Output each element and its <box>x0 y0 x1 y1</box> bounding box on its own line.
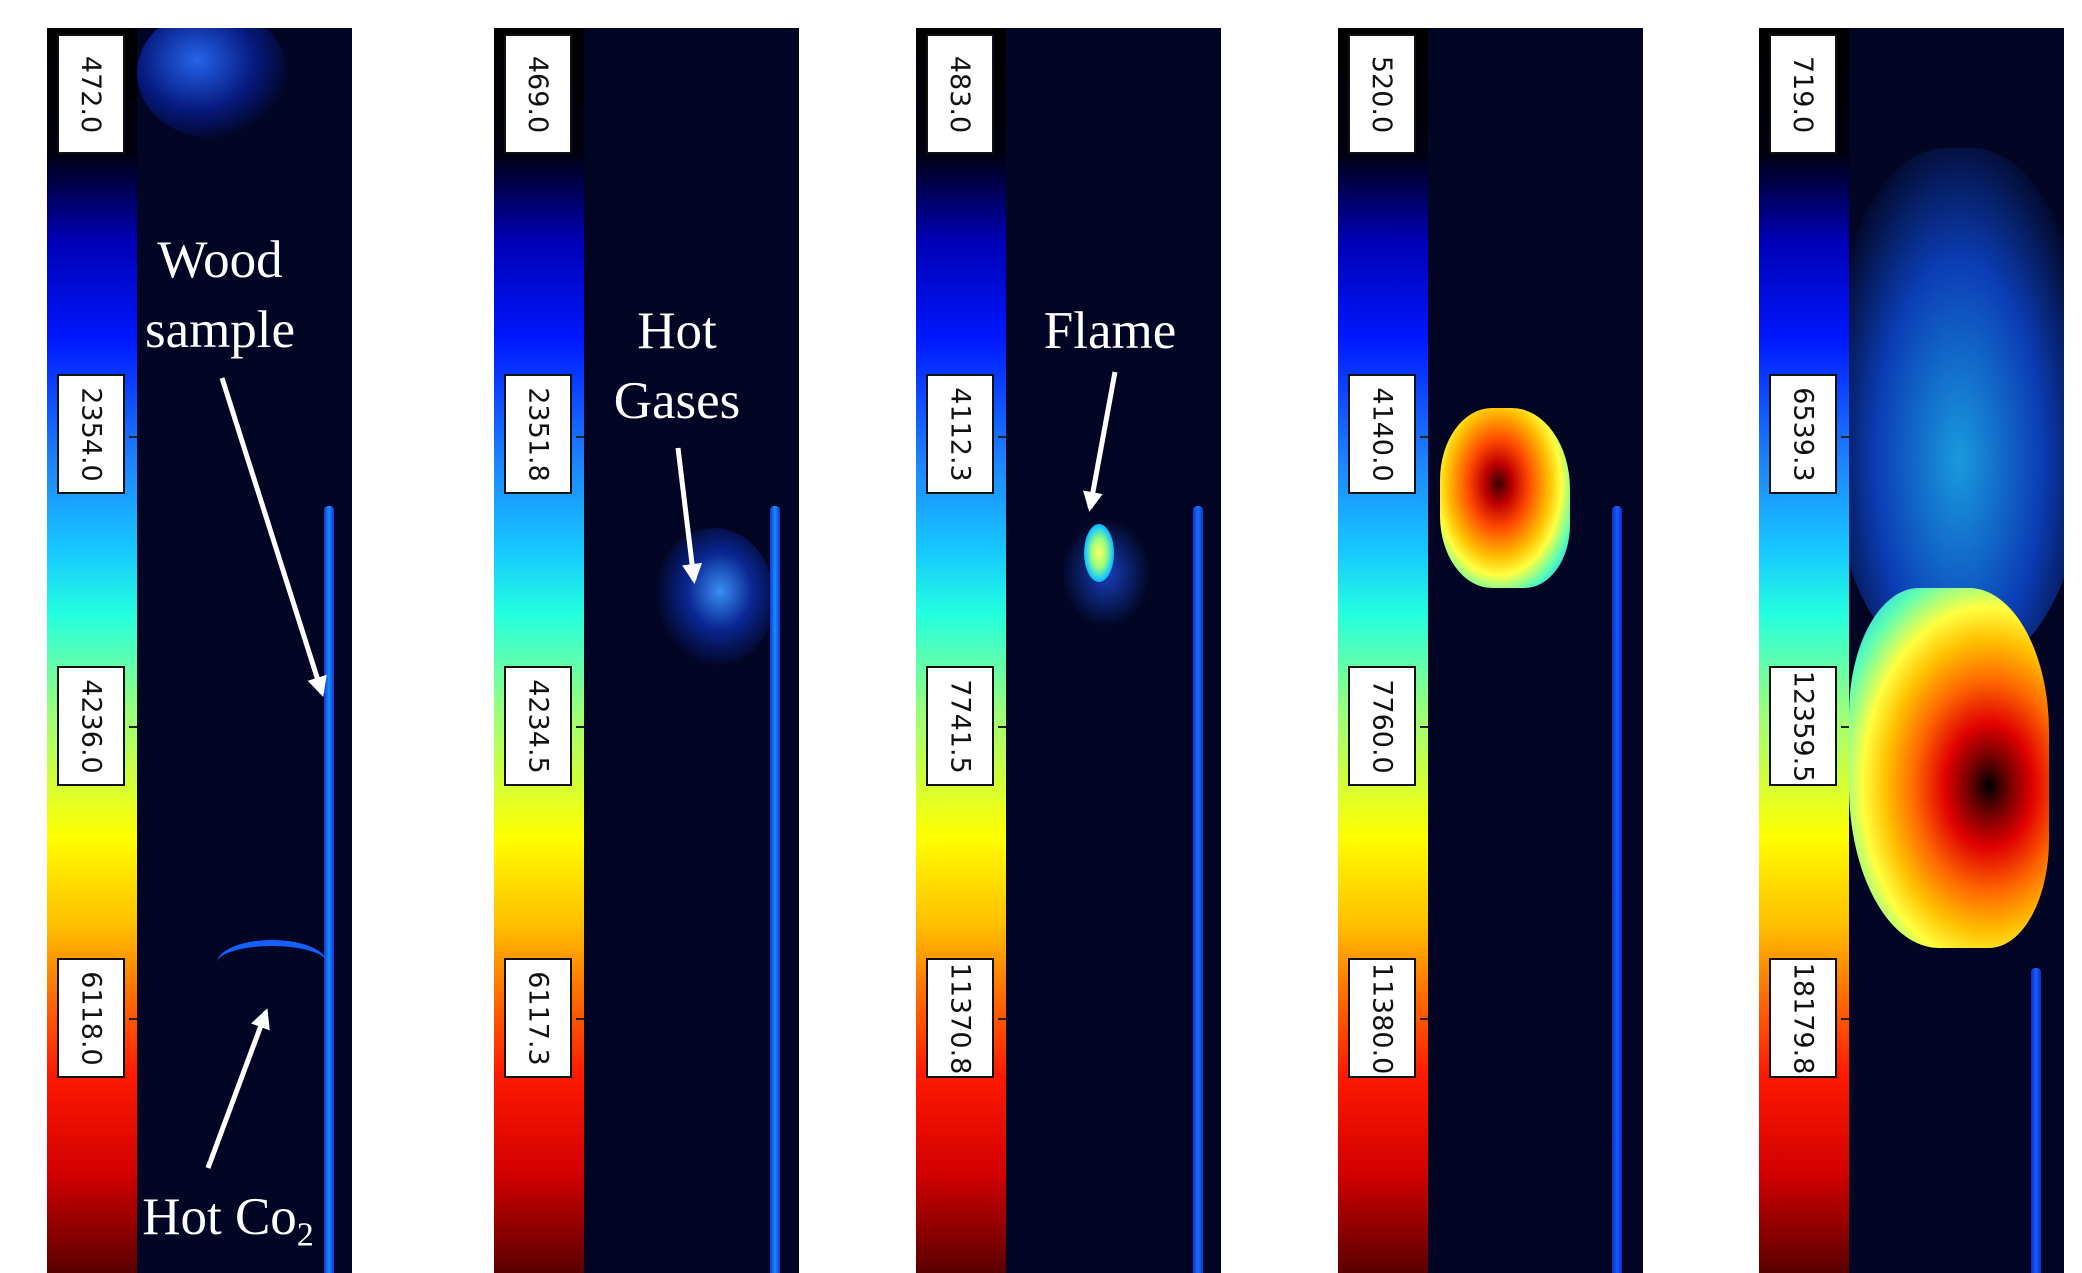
colorbar-tick <box>129 436 139 438</box>
colorbar-label: 472.0 <box>57 34 125 154</box>
colorbar-label: 719.0 <box>1769 34 1837 154</box>
wood-sample-label: Wood sample <box>144 231 296 359</box>
colorbar-tick <box>576 1018 586 1020</box>
thermal-image <box>137 28 352 1273</box>
thermal-panel-1: 472.0 2354.0 4236.0 6118.0 <box>47 28 352 1273</box>
flame <box>1440 408 1570 588</box>
colorbar-tick <box>1420 436 1430 438</box>
colorbar <box>1338 28 1428 1273</box>
thermal-panel-5: 719.0 6539.3 12359.5 18179.8 <box>1759 28 2064 1273</box>
hot-gases-label: Hot Gases <box>613 302 741 430</box>
colorbar-label: 469.0 <box>504 34 572 154</box>
colorbar-tick <box>1841 1018 1851 1020</box>
colorbar <box>494 28 584 1273</box>
colorbar-label: 520.0 <box>1348 34 1416 154</box>
colorbar-label: 483.0 <box>926 34 994 154</box>
colorbar-label: 2354.0 <box>57 374 125 494</box>
colorbar-label: 6117.3 <box>504 958 572 1078</box>
thermal-panel-4: 520.0 4140.0 7760.0 11380.0 <box>1338 28 1643 1273</box>
colorbar-tick <box>998 436 1008 438</box>
hot-plume <box>137 28 287 138</box>
wood-sample <box>1612 506 1622 1273</box>
colorbar <box>47 28 137 1273</box>
thermal-image <box>1428 28 1643 1273</box>
colorbar <box>1759 28 1849 1273</box>
colorbar-tick <box>576 726 586 728</box>
colorbar-label: 11380.0 <box>1348 958 1416 1078</box>
colorbar-label: 4236.0 <box>57 666 125 786</box>
colorbar-label: 7741.5 <box>926 666 994 786</box>
colorbar-tick <box>1841 726 1851 728</box>
wood-sample <box>770 506 780 1273</box>
colorbar-tick <box>1420 726 1430 728</box>
flame <box>1849 588 2049 948</box>
colorbar-label: 4112.3 <box>926 374 994 494</box>
colorbar-label: 18179.8 <box>1769 958 1837 1078</box>
thermal-panel-3: 483.0 4112.3 7741.5 11370.8 <box>916 28 1221 1273</box>
colorbar-label: 11370.8 <box>926 958 994 1078</box>
thermal-panel-2: 469.0 2351.8 4234.5 6117.3 <box>494 28 799 1273</box>
hot-co2-label: Hot Co2 <box>142 1188 314 1254</box>
colorbar-tick <box>1420 1018 1430 1020</box>
thermal-image <box>1849 28 2064 1273</box>
wood-sample <box>2031 968 2041 1273</box>
colorbar-label: 4140.0 <box>1348 374 1416 494</box>
colorbar-label: 2351.8 <box>504 374 572 494</box>
colorbar-label: 12359.5 <box>1769 666 1837 786</box>
colorbar-label: 7760.0 <box>1348 666 1416 786</box>
colorbar-tick <box>576 436 586 438</box>
wood-sample <box>324 506 334 1273</box>
colorbar-tick <box>998 1018 1008 1020</box>
hot-plume <box>1849 148 2064 668</box>
thermal-image <box>1006 28 1221 1273</box>
hot-co2-wisp <box>217 940 327 986</box>
colorbar-label: 4234.5 <box>504 666 572 786</box>
colorbar-label: 6539.3 <box>1769 374 1837 494</box>
flame <box>1084 524 1114 582</box>
colorbar-tick <box>998 726 1008 728</box>
colorbar-label: 6118.0 <box>57 958 125 1078</box>
wood-sample <box>1193 506 1203 1273</box>
hot-gases <box>654 528 774 668</box>
colorbar <box>916 28 1006 1273</box>
colorbar-tick <box>129 726 139 728</box>
flame-label: Flame <box>1043 302 1177 360</box>
thermal-image <box>584 28 799 1273</box>
colorbar-tick <box>1841 436 1851 438</box>
colorbar-tick <box>129 1018 139 1020</box>
